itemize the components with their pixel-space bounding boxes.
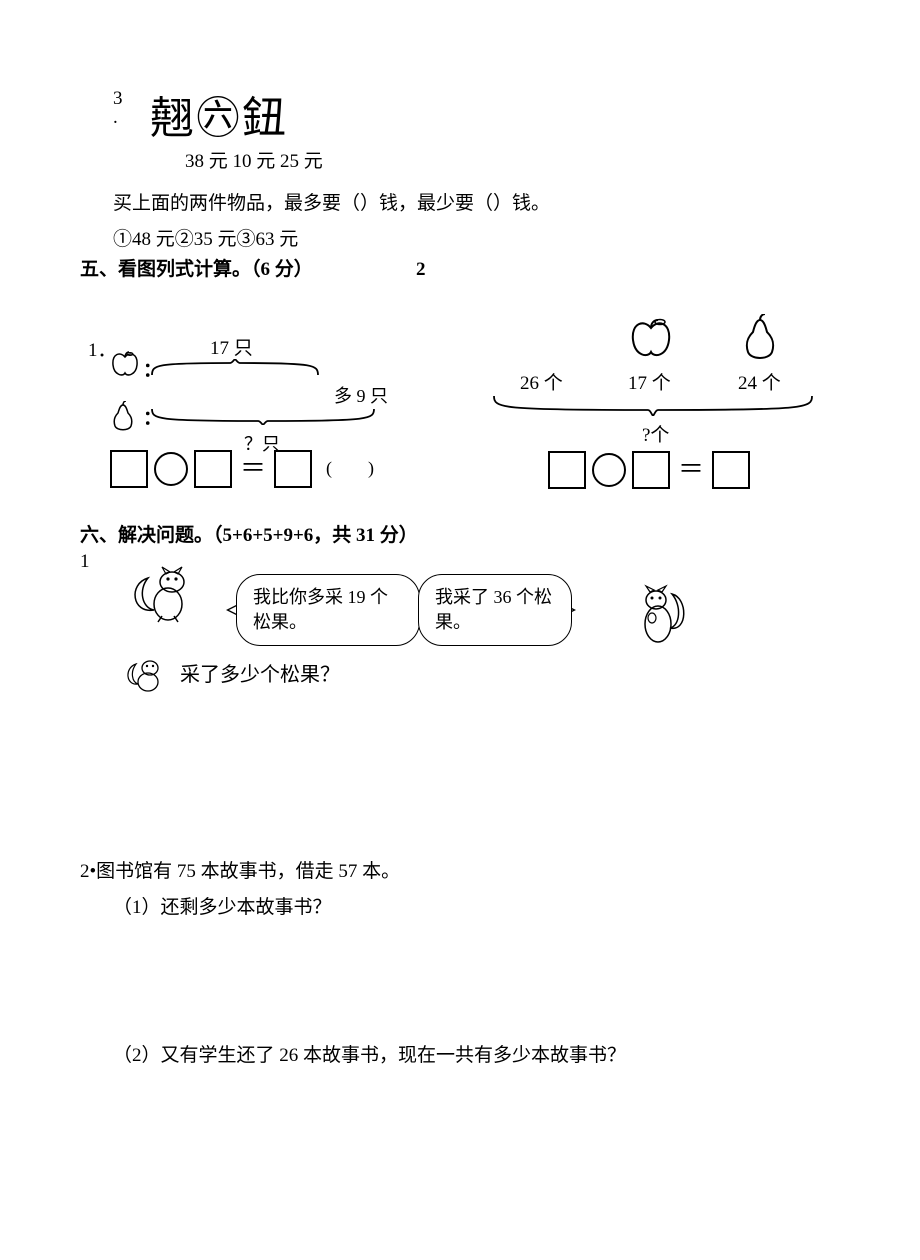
apple-icon bbox=[110, 351, 140, 377]
problem-2-figure: 26 个 17 个 24 个 ?个 ＝ bbox=[460, 318, 840, 508]
q3-dot: . bbox=[113, 104, 118, 133]
pear-icon bbox=[742, 314, 778, 360]
speech-bubble-1: 我比你多采 19 个松果。 bbox=[236, 574, 420, 646]
speech-bubble-2: 我采了 36 个松果。 bbox=[418, 574, 572, 646]
pear-icon bbox=[110, 401, 136, 431]
problem-2-equation: ＝ bbox=[548, 450, 750, 489]
squirrel-problem-figure: 我比你多采 19 个松果。 我采了 36 个松果。 采了多少个松果？ bbox=[108, 556, 718, 696]
answer-box[interactable] bbox=[632, 451, 670, 489]
squirrel-small-icon bbox=[124, 656, 164, 692]
problem-1-more-label: 多 9 只 bbox=[334, 383, 388, 410]
page: 3 . 翹㊅鈕 38 元 10 元 25 元 买上面的两件物品，最多要（）钱，最… bbox=[0, 0, 920, 1260]
q3-choices: ①48 元②35 元③63 元 bbox=[113, 226, 298, 255]
answer-box[interactable] bbox=[548, 451, 586, 489]
equals-sign: ＝ bbox=[676, 450, 706, 489]
brace-top-icon bbox=[150, 359, 320, 377]
squirrel-big-icon bbox=[128, 564, 196, 624]
answer-box[interactable] bbox=[194, 450, 232, 488]
problem-1-figure: 1． ： ： 17 只 多 9 只 ？只 bbox=[88, 335, 418, 505]
equals-sign: ＝ bbox=[238, 449, 268, 488]
problem-1-equation: ＝ ( ) bbox=[110, 449, 374, 488]
brace-icon bbox=[492, 394, 814, 416]
section-5-title: 五、看图列式计算。（6 分） bbox=[80, 256, 313, 285]
section-6-problem-2-part-2: （2）又有学生还了 26 本故事书，现在一共有多少本故事书？ bbox=[113, 1042, 626, 1071]
squirrel-right-icon bbox=[638, 584, 686, 646]
operator-circle[interactable] bbox=[592, 453, 626, 487]
problem-2-unknown-label: ?个 bbox=[642, 422, 669, 451]
section-6-problem-1-number: 1 bbox=[80, 548, 90, 577]
unit-paren[interactable]: ( ) bbox=[326, 455, 374, 482]
section-6-title: 六、解决问题。（5+6+5+9+6，共 31 分） bbox=[80, 522, 418, 551]
q3-prices: 38 元 10 元 25 元 bbox=[185, 148, 323, 177]
section-6-problem-2-part-1: （1）还剩多少本故事书？ bbox=[113, 894, 332, 923]
q3-question-text: 买上面的两件物品，最多要（）钱，最少要（）钱。 bbox=[113, 190, 550, 219]
section-5-problem-2-number: 2 bbox=[416, 256, 426, 285]
squirrel-question-text: 采了多少个松果？ bbox=[180, 660, 340, 690]
section-6-problem-2: 2•图书馆有 75 本故事书，借走 57 本。 bbox=[80, 858, 400, 887]
apple-icon bbox=[628, 318, 674, 358]
operator-circle[interactable] bbox=[154, 452, 188, 486]
brace-bottom-icon bbox=[150, 407, 376, 425]
q3-heading-chars: 翹㊅鈕 bbox=[150, 86, 288, 152]
answer-box[interactable] bbox=[110, 450, 148, 488]
answer-box[interactable] bbox=[712, 451, 750, 489]
answer-box[interactable] bbox=[274, 450, 312, 488]
